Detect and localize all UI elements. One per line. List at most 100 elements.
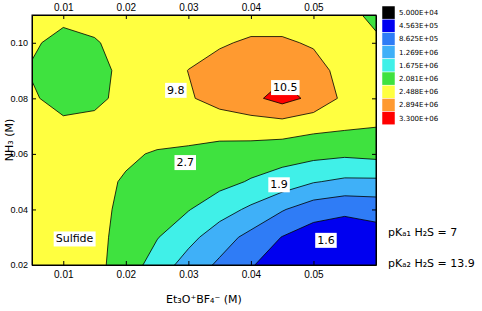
x-axis-title: Et₃O⁺BF₄⁻ (M) (166, 293, 242, 306)
color-swatch (382, 59, 395, 72)
tick: 0.03 (179, 2, 199, 19)
tick-mark (372, 265, 376, 266)
x-axis: 0.01 0.02 0.03 0.04 0.05 (33, 261, 377, 280)
annotation-box (271, 80, 300, 95)
tick-label: 0.02 (117, 2, 137, 13)
color-bar-label: 1.269E+06 (399, 49, 439, 57)
annotation-text: 1.6 (317, 234, 335, 247)
tick: 0.10 (10, 38, 36, 48)
tick-mark (372, 209, 376, 210)
tick-mark (63, 15, 64, 19)
tick-mark (372, 98, 376, 99)
contour-label: 9.8 (165, 83, 187, 98)
annotation-text: 2.7 (176, 156, 194, 169)
color-bar: 5.000E+044.563E+058.625E+051.269E+061.67… (382, 6, 439, 125)
tick: 0.05 (304, 2, 324, 19)
annotations: 10.5 9.8 2.7 1.9 1.6 Sulfide (54, 80, 337, 248)
contour-label: 10.5 (271, 80, 300, 95)
tick-label: 0.01 (54, 269, 74, 280)
annotation-box (268, 177, 290, 192)
color-bar-label: 5.000E+04 (399, 9, 439, 17)
tick-mark (126, 261, 127, 265)
contour-band (32, 15, 376, 265)
annotation-box (174, 155, 196, 170)
contour-band (32, 15, 376, 265)
color-bar-label: 2.081E+06 (399, 75, 439, 83)
tick-mark (32, 43, 36, 44)
tick-mark (313, 15, 314, 19)
axis-line (33, 15, 377, 16)
tick-label: 0.08 (10, 94, 28, 104)
tick-mark (313, 261, 314, 265)
annotation-text: 10.5 (273, 81, 298, 94)
tick-label: 0.04 (242, 269, 262, 280)
tick-mark (32, 154, 36, 155)
tick-label: 0.10 (10, 38, 28, 48)
axis-line (376, 16, 377, 266)
tick-mark (372, 154, 376, 155)
tick-mark (126, 15, 127, 19)
chart: 0.01 0.02 0.03 0.04 0.05 0.01 0.02 0.03 0.04 0.05… (0, 0, 482, 311)
contour-band (32, 15, 376, 265)
tick-mark (32, 98, 36, 99)
tick: 0.02 (10, 260, 36, 270)
tick: 0.05 (304, 261, 324, 280)
note: pKₐ₁ H₂S = 7 (388, 226, 457, 239)
tick: 0.03 (179, 261, 199, 280)
color-swatch (382, 72, 395, 85)
tick: 0.01 (54, 2, 74, 19)
tick-label: 0.03 (179, 269, 199, 280)
tick-mark (32, 265, 36, 266)
contour-band (32, 15, 376, 265)
contour-band (32, 15, 376, 265)
color-swatch (382, 85, 395, 98)
contour-band (187, 37, 337, 119)
tick-label: 0.02 (117, 269, 137, 280)
color-swatch (382, 46, 395, 59)
tick: 0.02 (117, 261, 137, 280)
color-swatch (382, 6, 395, 19)
tick: 0.04 (242, 2, 262, 19)
tick-label: 0.02 (10, 260, 28, 270)
color-bar-label: 2.488E+06 (399, 88, 439, 96)
tick-label: 0.05 (304, 269, 324, 280)
contour-band (263, 82, 301, 104)
tick-mark (251, 15, 252, 19)
tick-label: 0.04 (10, 205, 28, 215)
tick-mark (188, 15, 189, 19)
color-bar-label: 2.894E+06 (399, 101, 439, 109)
contour-label: 1.9 (268, 177, 290, 192)
annotation-text: Sulfide (56, 232, 94, 245)
contour-label: 2.7 (174, 155, 196, 170)
tick-mark (63, 261, 64, 265)
note: pKₐ₂ H₂S = 13.9 (388, 257, 475, 270)
tick: 0.04 (10, 205, 36, 215)
tick-label: 0.03 (179, 2, 199, 13)
tick: 0.02 (372, 265, 376, 266)
tick-mark (32, 209, 36, 210)
color-swatch (382, 32, 395, 45)
tick: 0.08 (372, 98, 376, 99)
tick: 0.02 (117, 2, 137, 19)
color-bar-label: 4.563E+05 (399, 22, 438, 30)
color-bar-label: 1.675E+06 (399, 62, 439, 70)
tick-label: 0.05 (304, 2, 324, 13)
tick: 0.04 (242, 261, 262, 280)
tick-label: 0.04 (242, 2, 262, 13)
tick: 0.01 (54, 261, 74, 280)
y-axis-right: 0.020.040.060.080.10 (372, 16, 377, 266)
tick-mark (372, 43, 376, 44)
annotation-box (315, 233, 337, 248)
tick-label: 0.01 (54, 2, 74, 13)
axis-line (33, 265, 377, 266)
contour-band (32, 15, 376, 265)
tick-mark (251, 261, 252, 265)
x-axis-top: 0.01 0.02 0.03 0.04 0.05 (33, 2, 377, 19)
contour-label: 1.6 (315, 233, 337, 248)
tick: 0.08 (10, 94, 36, 104)
annotation-box (165, 83, 187, 98)
plot-frame (32, 15, 376, 265)
tick-mark (188, 261, 189, 265)
annotation-text: 1.9 (270, 178, 288, 191)
color-swatch (382, 98, 395, 111)
